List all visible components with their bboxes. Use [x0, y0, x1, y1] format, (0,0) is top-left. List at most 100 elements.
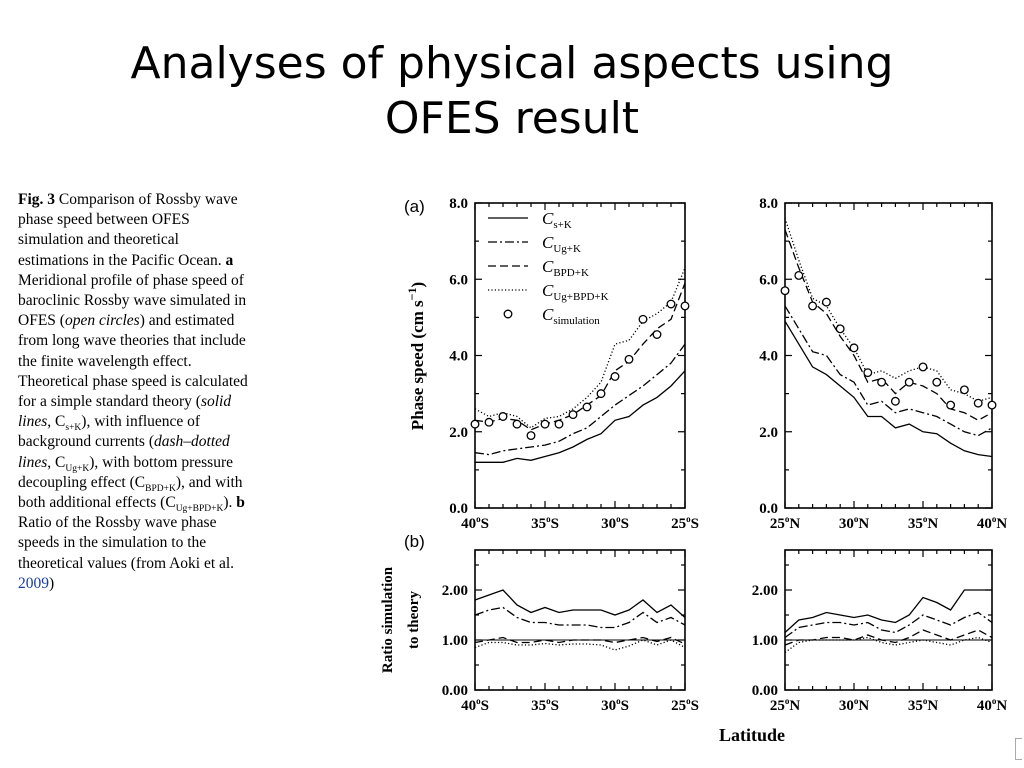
panel-a-north-simulation-point: [918, 362, 928, 372]
panel-a-south-simulation-point: [652, 330, 662, 339]
legend-entry-ug-k: CUg+K: [542, 233, 581, 255]
panel-a-south-xtick-label: 25oS: [671, 514, 699, 532]
caption-sub-ugk: Ug+K: [65, 463, 90, 474]
panel-a-north-simulation-point: [849, 343, 859, 353]
legend-entry-bpd-k: CBPD+K: [542, 257, 589, 279]
panel-b-north-xtick-label: 25oN: [770, 696, 801, 714]
caption-a-text-3: , C: [47, 413, 66, 431]
panel-a-north-ytick-label: 4.0: [759, 349, 778, 365]
ylabel-ratio-line-1: Ratio simulation: [380, 566, 396, 673]
panel-a-south-simulation-point: [512, 419, 522, 429]
caption-b-text: Ratio of the Rossby wave phase speeds in…: [18, 514, 235, 572]
panel-a-north-ytick-label: 8.0: [759, 196, 778, 212]
panel-a-south-simulation-point: [470, 419, 480, 429]
caption-a-text-5: , C: [47, 453, 66, 471]
panel-a-south-series-ug-k: [474, 343, 686, 456]
caption-reference-link[interactable]: 2009: [18, 574, 49, 592]
panel-b-south-series-bpd-k: [474, 636, 686, 645]
panel-a-north-simulation-point: [959, 385, 969, 395]
panel-a-south-simulation-point: [582, 402, 592, 412]
panel-a-south-simulation-point: [526, 431, 536, 441]
panel-b-south-series-ug-bpd-k: [474, 639, 686, 651]
panel-a-north-ytick-label: 6.0: [759, 272, 778, 288]
caption-a-text-6: ), with bottom pressure decoupling effec…: [18, 453, 234, 491]
panel-a-north-simulation-point: [863, 368, 873, 378]
panel-b-north-series-s-k: [784, 589, 992, 633]
panel-a-north-series-bpd-k: [784, 229, 993, 422]
slide-title: Analyses of physical aspects using OFES …: [60, 36, 964, 146]
panel-a-south-simulation-point: [638, 314, 648, 324]
panel-a-north-xtick-label: 40oN: [977, 514, 1008, 532]
caption-a-text-1: Meridional profile of phase speed of bar…: [18, 271, 247, 330]
panel-b-north-xtick-label: 35oN: [908, 696, 939, 714]
slide-corner-mark: [1015, 738, 1022, 760]
legend-entry-s-k: Cs+K: [542, 209, 572, 231]
panel-label-b: (b): [404, 532, 425, 551]
panel-b-north-ytick-label: 0.00: [752, 683, 778, 699]
panel-b-south-frame: [474, 549, 686, 691]
panel-b-south-ytick-label: 2.00: [442, 583, 468, 599]
panel-a-south-simulation-point: [554, 419, 564, 429]
caption-a-italic-2: solid lines: [18, 393, 232, 431]
panel-a-north-ytick-label: 0.0: [759, 501, 778, 517]
legend-entry-ug-bpd-k: CUg+BPD+K: [542, 281, 609, 303]
panel-b-north-ytick-label: 1.00: [752, 633, 778, 649]
panel-label-a: (a): [404, 197, 425, 216]
panel-a-north-simulation-point: [973, 398, 983, 408]
panel-a-south-ytick-label: 0.0: [449, 501, 468, 517]
panel-a-south-simulation-point: [610, 372, 620, 381]
panel-a-north-series-ug-k: [784, 305, 993, 437]
figure-caption: Fig. 3 Comparison of Rossby wave phase s…: [18, 190, 250, 594]
panel-a-south-series-ug-bpd-k: [474, 267, 686, 429]
panel-a-north-simulation-point: [946, 400, 956, 410]
panel-a-south-simulation-point: [680, 301, 690, 311]
panel-a-south-simulation-point: [484, 417, 494, 427]
panel-a-south-ytick-label: 4.0: [449, 349, 468, 365]
caption-sub-ugbpdk: Ug+BPD+K: [175, 504, 224, 515]
panel-a-north-xtick-label: 35oN: [908, 514, 939, 532]
panel-a-south-series-s-k: [475, 370, 686, 463]
panel-a-south-ytick-label: 8.0: [449, 196, 468, 212]
panel-a-south-simulation-point: [666, 299, 676, 309]
panel-a-south-simulation-point: [624, 354, 634, 364]
panel-a-south-ytick-label: 6.0: [449, 272, 468, 288]
caption-intro: Comparison of Rossby wave phase speed be…: [18, 191, 238, 269]
panel-a-north-simulation-point: [835, 324, 845, 334]
ylabel-phase-speed: Phase speed (cm s−1): [405, 282, 427, 430]
panel-a-south-xtick-label: 30oS: [601, 514, 629, 532]
panel-b-south-xtick-label: 25oS: [671, 696, 699, 714]
legend-entry-simulation: Csimulation: [542, 305, 600, 327]
caption-sub-bpdk: BPD+K: [145, 483, 176, 494]
panel-a-north-simulation-point: [877, 377, 887, 387]
xaxis-label-latitude: Latitude: [719, 725, 785, 745]
panel-a-north-frame: [784, 202, 993, 509]
panel-a-north-simulation-point: [821, 297, 831, 307]
caption-a-text-7: ), and with both additional effects (C: [18, 473, 243, 512]
panel-b-south-series-s-k: [474, 589, 686, 618]
caption-b-label: b: [236, 494, 245, 512]
panel-b-north-xtick-label: 40oN: [977, 696, 1008, 714]
caption-a-text-4: ), with influence of background currents…: [18, 413, 201, 451]
panel-b-south-ytick-label: 0.00: [442, 683, 468, 699]
panel-b-north-series-bpd-k: [784, 629, 993, 646]
panel-a-north-xtick-label: 30oN: [839, 514, 870, 532]
panel-b-south-xtick-label: 40oS: [461, 696, 489, 714]
panel-a-south-xtick-label: 35oS: [531, 514, 559, 532]
panel-a-south-series-bpd-k: [474, 282, 686, 431]
panel-b-north-ytick-label: 2.00: [752, 583, 778, 599]
caption-a-italic-3: dash–dotted lines: [18, 433, 230, 471]
caption-a-text-8: ).: [223, 494, 233, 512]
panel-a-north-series-s-k: [784, 320, 993, 458]
panel-a-north-series-ug-bpd-k: [784, 218, 993, 402]
panel-b-north-series-ug-bpd-k: [784, 636, 993, 654]
panel-a-north-simulation-point: [987, 400, 997, 410]
panel-a-south-simulation-point: [498, 412, 508, 421]
caption-a-italic-1: open circles: [64, 312, 140, 330]
panel-a-north-simulation-point: [808, 301, 818, 311]
panel-a-south-simulation-point: [540, 419, 550, 429]
panel-b-north-frame: [784, 549, 993, 691]
caption-a-text-2: ) and estimated from long wave theories …: [18, 312, 248, 411]
title-line-1: Analyses of physical aspects using: [130, 38, 894, 89]
panel-a-north-simulation-point: [890, 396, 900, 406]
panel-a-north-simulation-point: [794, 270, 804, 280]
